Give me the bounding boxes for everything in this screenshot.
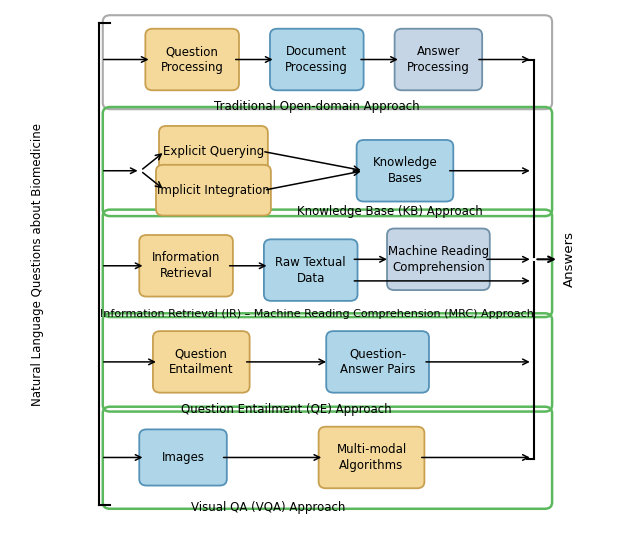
Text: Natural Language Questions about Biomedicine: Natural Language Questions about Biomedi… xyxy=(31,123,44,406)
Text: Question
Entailment: Question Entailment xyxy=(169,347,234,376)
FancyBboxPatch shape xyxy=(326,331,429,393)
Text: Explicit Querying: Explicit Querying xyxy=(163,145,264,158)
FancyBboxPatch shape xyxy=(264,239,358,301)
Text: Information
Retrieval: Information Retrieval xyxy=(152,251,220,280)
Text: Knowledge
Bases: Knowledge Bases xyxy=(372,156,437,185)
FancyBboxPatch shape xyxy=(156,165,271,215)
FancyBboxPatch shape xyxy=(319,426,424,488)
Text: Traditional Open-domain Approach: Traditional Open-domain Approach xyxy=(214,100,420,113)
FancyBboxPatch shape xyxy=(140,235,233,296)
Text: Information Retrieval (IR) – Machine Reading Comprehension (MRC) Approach: Information Retrieval (IR) – Machine Rea… xyxy=(100,309,534,319)
Text: Visual QA (VQA) Approach: Visual QA (VQA) Approach xyxy=(191,501,346,514)
Text: Answers: Answers xyxy=(563,231,576,287)
FancyBboxPatch shape xyxy=(270,29,364,90)
FancyBboxPatch shape xyxy=(159,126,268,177)
Text: Raw Textual
Data: Raw Textual Data xyxy=(275,256,346,285)
Text: Multi-modal
Algorithms: Multi-modal Algorithms xyxy=(337,443,406,472)
Text: Answer
Processing: Answer Processing xyxy=(407,45,470,74)
FancyBboxPatch shape xyxy=(356,140,453,202)
Text: Document
Processing: Document Processing xyxy=(285,45,348,74)
FancyBboxPatch shape xyxy=(145,29,239,90)
Text: Implicit Integration: Implicit Integration xyxy=(157,183,270,197)
FancyBboxPatch shape xyxy=(387,229,490,290)
FancyBboxPatch shape xyxy=(140,429,227,485)
Text: Question
Processing: Question Processing xyxy=(161,45,223,74)
FancyBboxPatch shape xyxy=(153,331,250,393)
Text: Machine Reading
Comprehension: Machine Reading Comprehension xyxy=(388,245,489,274)
Text: Question Entailment (QE) Approach: Question Entailment (QE) Approach xyxy=(181,403,392,417)
FancyBboxPatch shape xyxy=(395,29,482,90)
Text: Question-
Answer Pairs: Question- Answer Pairs xyxy=(340,347,415,376)
Text: Images: Images xyxy=(161,451,205,464)
Text: Knowledge Base (KB) Approach: Knowledge Base (KB) Approach xyxy=(297,206,483,218)
